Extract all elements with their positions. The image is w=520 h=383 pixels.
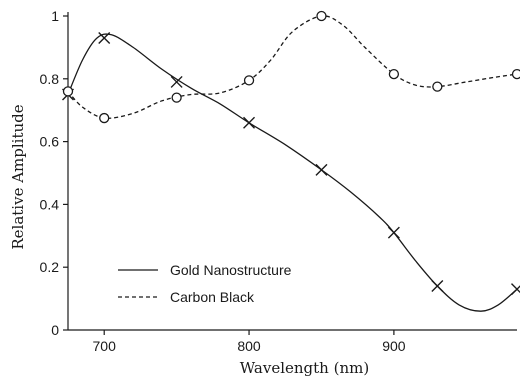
x-axis-label: Wavelength (nm) — [240, 359, 369, 377]
x-tick-label: 900 — [382, 338, 406, 354]
series-lines — [67, 15, 518, 312]
x-marker-stroke — [431, 280, 444, 293]
series-line-gold-nanostructure — [67, 33, 518, 312]
y-tick-label: 0.8 — [40, 71, 60, 87]
circle-marker-carbon-black — [243, 75, 255, 86]
x-marker-gold-nanostructure — [431, 280, 444, 293]
x-marker-stroke — [387, 226, 400, 239]
y-tick-label: 0.4 — [40, 196, 60, 212]
series-line-carbon-black — [67, 15, 518, 119]
circle-marker-carbon-black — [388, 68, 400, 80]
x-marker-stroke — [98, 31, 111, 44]
x-marker-stroke — [511, 285, 520, 296]
circle-marker-carbon-black — [432, 81, 443, 92]
x-marker-gold-nanostructure — [511, 283, 520, 296]
x-tick-label: 700 — [93, 338, 117, 354]
x-marker-gold-nanostructure — [98, 31, 111, 44]
x-tick-label: 800 — [237, 338, 261, 354]
axes: 0 0.2 0.4 0.6 0.8 1 700 800 900 — [40, 8, 517, 354]
y-tick-label: 0 — [51, 322, 59, 338]
x-marker-gold-nanostructure — [387, 226, 400, 239]
y-axis-label: Relative Amplitude — [9, 104, 27, 249]
x-marker-gold-nanostructure — [170, 75, 183, 88]
legend: Gold Nanostructure Carbon Black — [118, 262, 292, 305]
circle-marker-carbon-black — [511, 68, 520, 80]
legend-label-gold-nanostructure: Gold Nanostructure — [170, 262, 292, 278]
circle-marker-carbon-black — [316, 10, 327, 22]
x-marker-stroke — [315, 163, 328, 176]
circle-marker-carbon-black — [99, 112, 110, 124]
x-marker-gold-nanostructure — [315, 163, 328, 176]
y-tick-label: 0.6 — [40, 134, 60, 150]
x-marker-gold-nanostructure — [243, 116, 256, 129]
y-tick-label: 0.2 — [40, 259, 60, 275]
circle-marker-carbon-black — [62, 86, 74, 97]
circle-marker-carbon-black — [171, 92, 182, 103]
series-markers — [62, 10, 520, 296]
y-tick-label: 1 — [51, 8, 59, 24]
x-marker-stroke — [170, 75, 183, 88]
x-marker-stroke — [243, 116, 256, 129]
legend-label-carbon-black: Carbon Black — [170, 289, 255, 305]
